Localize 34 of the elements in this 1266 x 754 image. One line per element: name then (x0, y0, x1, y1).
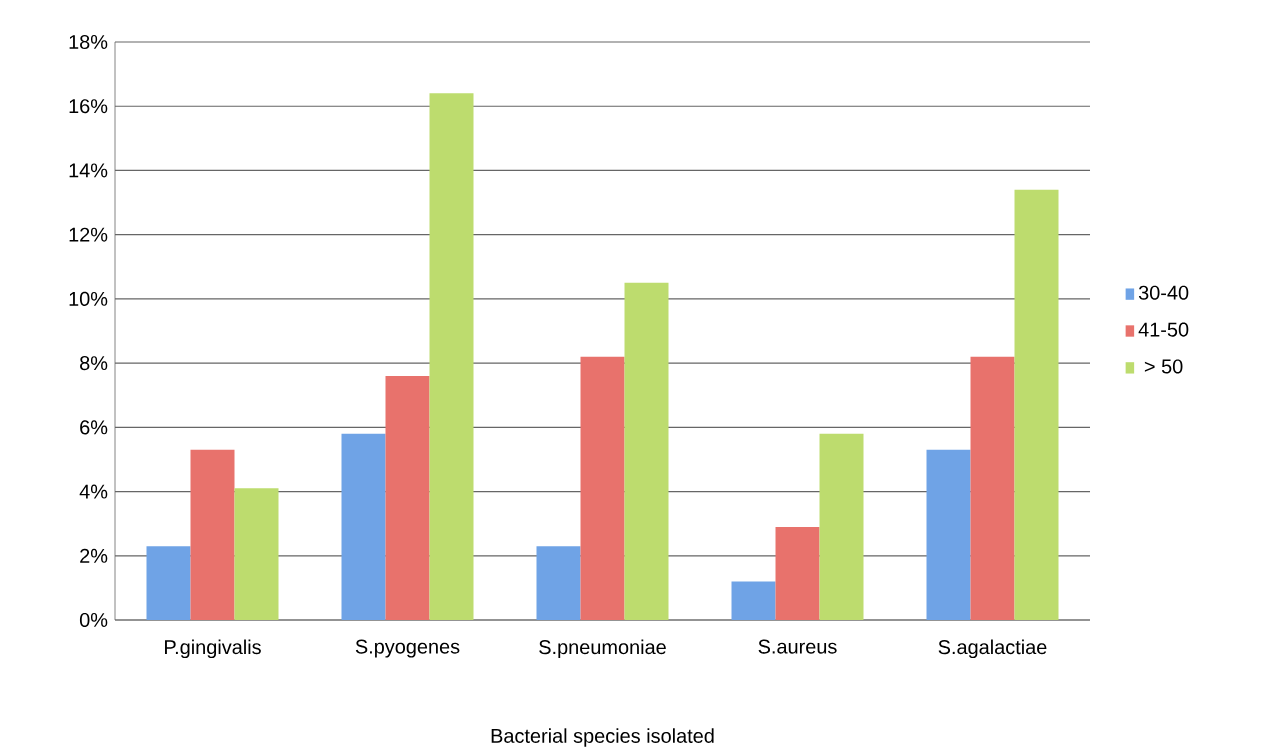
bar (429, 93, 474, 621)
legend-label: > 50 (1144, 359, 1183, 374)
bar (819, 433, 864, 621)
bar (926, 450, 971, 621)
bar (970, 356, 1015, 621)
y-tick-label: 12% (69, 227, 108, 242)
bar (190, 450, 235, 621)
legend-label: 41-50 (1138, 322, 1189, 337)
bar (234, 488, 279, 621)
legend-label: 30-40 (1138, 285, 1189, 301)
x-tick-label: P.gingivalis (165, 639, 261, 659)
y-tick-label: 18% (69, 35, 108, 50)
y-tick-label: 14% (69, 163, 108, 178)
y-tick-label: 2% (80, 549, 108, 564)
bar (385, 376, 430, 621)
x-tick-label: S.pneumoniae (539, 639, 666, 659)
bar (146, 546, 191, 621)
bar (536, 546, 581, 621)
y-tick-label: 6% (80, 420, 108, 435)
bar (341, 433, 386, 621)
y-tick-label: 16% (69, 99, 108, 114)
y-tick-label: 10% (69, 292, 108, 307)
bar (775, 527, 820, 621)
bar (624, 283, 669, 621)
x-tick-label: S.pyogenes (355, 639, 460, 658)
y-tick-label: 4% (79, 484, 108, 499)
y-tick-label: 8% (80, 356, 108, 371)
x-tick-label: S.agalactiae (938, 639, 1047, 659)
bar (580, 356, 625, 621)
x-axis-title: Bacterial species isolated (491, 728, 714, 748)
bar (1014, 189, 1059, 621)
x-tick-label: S.aureus (758, 639, 837, 654)
bar (731, 581, 776, 621)
y-tick-label: 0% (79, 613, 108, 628)
